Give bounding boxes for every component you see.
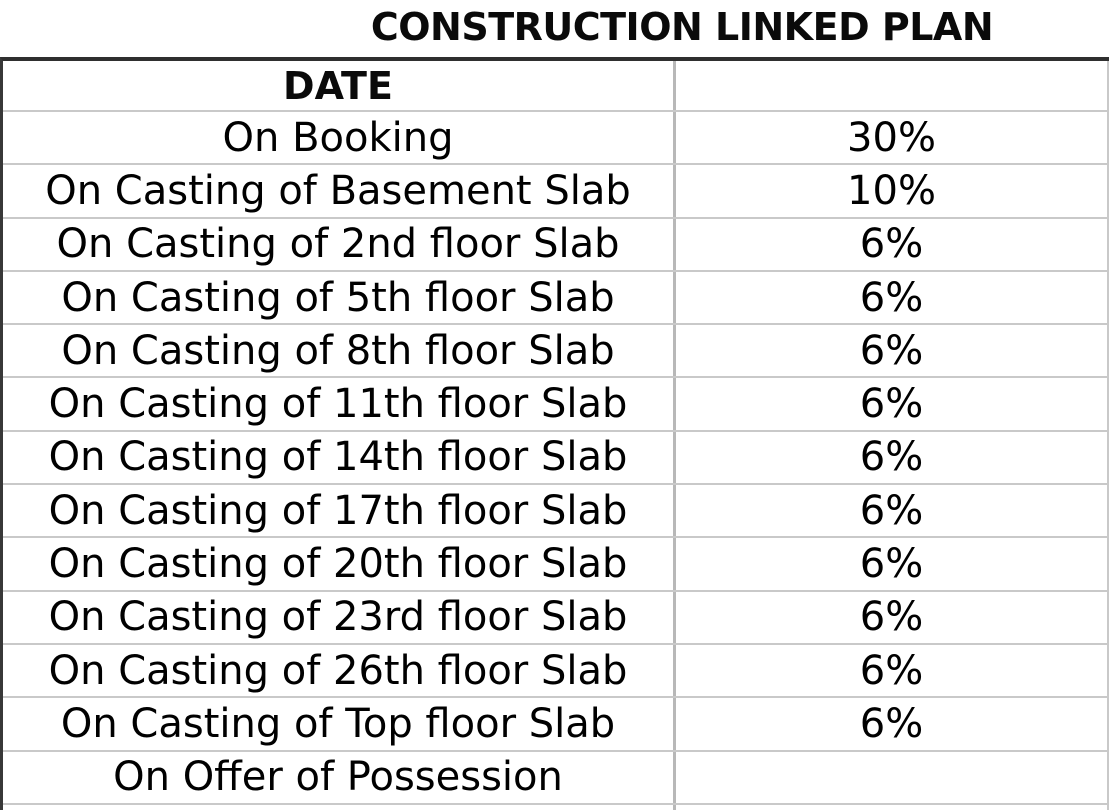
percentage-cell: 6% bbox=[859, 221, 924, 268]
milestone-cell: On Casting of Top floor Slab bbox=[3, 698, 676, 750]
percentage-cell: 6% bbox=[859, 274, 924, 321]
milestone-cell: On Offer of Possession bbox=[3, 751, 676, 803]
percentage-cell: 10% bbox=[847, 167, 936, 214]
percentage-cell: 6% bbox=[859, 700, 924, 747]
plan-table: DATE On Booking 30% On Casting of Baseme… bbox=[0, 57, 1109, 810]
table-row: On Casting of 20th floor Slab 6% bbox=[3, 538, 1109, 592]
percentage-cell: 6% bbox=[859, 327, 924, 374]
table-row: On Offer of Possession bbox=[3, 751, 1109, 805]
table-row: On Casting of 17th floor Slab 6% bbox=[3, 485, 1109, 539]
percentage-cell bbox=[676, 752, 1107, 803]
percentage-cell: 30% bbox=[847, 114, 936, 161]
milestone-cell: On Casting of 26th floor Slab bbox=[3, 644, 676, 697]
milestone-cell: On Casting of 8th floor Slab bbox=[3, 325, 676, 377]
milestone-cell: On Casting of 17th floor Slab bbox=[3, 485, 676, 537]
table-row: On Casting of 5th floor Slab 6% bbox=[3, 271, 1109, 326]
header-value-cell bbox=[676, 61, 1107, 110]
percentage-cell: 6% bbox=[859, 434, 924, 481]
header-milestone-cell: DATE bbox=[3, 61, 676, 110]
percentage-cell: 6% bbox=[859, 541, 924, 588]
milestone-cell: On Casting of Basement Slab bbox=[3, 165, 676, 217]
percentage-cell: 6% bbox=[859, 647, 924, 694]
milestone-cell: On Casting of 2nd floor Slab bbox=[3, 218, 676, 270]
table-row: On Casting of 23rd floor Slab 6% bbox=[3, 591, 1109, 645]
milestone-cell: On Booking bbox=[3, 112, 676, 164]
table-row: On Casting of Basement Slab 10% bbox=[3, 165, 1109, 219]
page-title: CONSTRUCTION LINKED PLAN bbox=[370, 5, 994, 49]
percentage-cell: 6% bbox=[859, 594, 924, 641]
table-row: On Casting of 26th floor Slab 6% bbox=[3, 644, 1109, 699]
milestone-cell: On Casting of 20th floor Slab bbox=[3, 538, 676, 590]
table-header-row: DATE bbox=[3, 61, 1109, 112]
milestone-cell: On Casting of 11th floor Slab bbox=[3, 378, 676, 430]
table-row: On Casting of 2nd floor Slab 6% bbox=[3, 218, 1109, 272]
percentage-cell bbox=[676, 805, 1107, 810]
table-row: On Casting of Top floor Slab 6% bbox=[3, 698, 1109, 752]
table-row: On Casting of 8th floor Slab 6% bbox=[3, 325, 1109, 379]
milestone-cell: On Casting of 23rd floor Slab bbox=[3, 591, 676, 643]
percentage-cell: 6% bbox=[859, 381, 924, 428]
milestone-cell: On Casting of 5th floor Slab bbox=[3, 271, 676, 324]
table-row: On Casting of 14th floor Slab 6% bbox=[3, 431, 1109, 486]
table-row: On Casting of 11th floor Slab 6% bbox=[3, 378, 1109, 432]
milestone-cell: On Casting of 14th floor Slab bbox=[3, 431, 676, 484]
table-row: On Booking 30% bbox=[3, 112, 1109, 166]
milestone-cell bbox=[3, 804, 676, 810]
table-row-partial bbox=[3, 804, 1109, 810]
percentage-cell: 6% bbox=[859, 487, 924, 534]
